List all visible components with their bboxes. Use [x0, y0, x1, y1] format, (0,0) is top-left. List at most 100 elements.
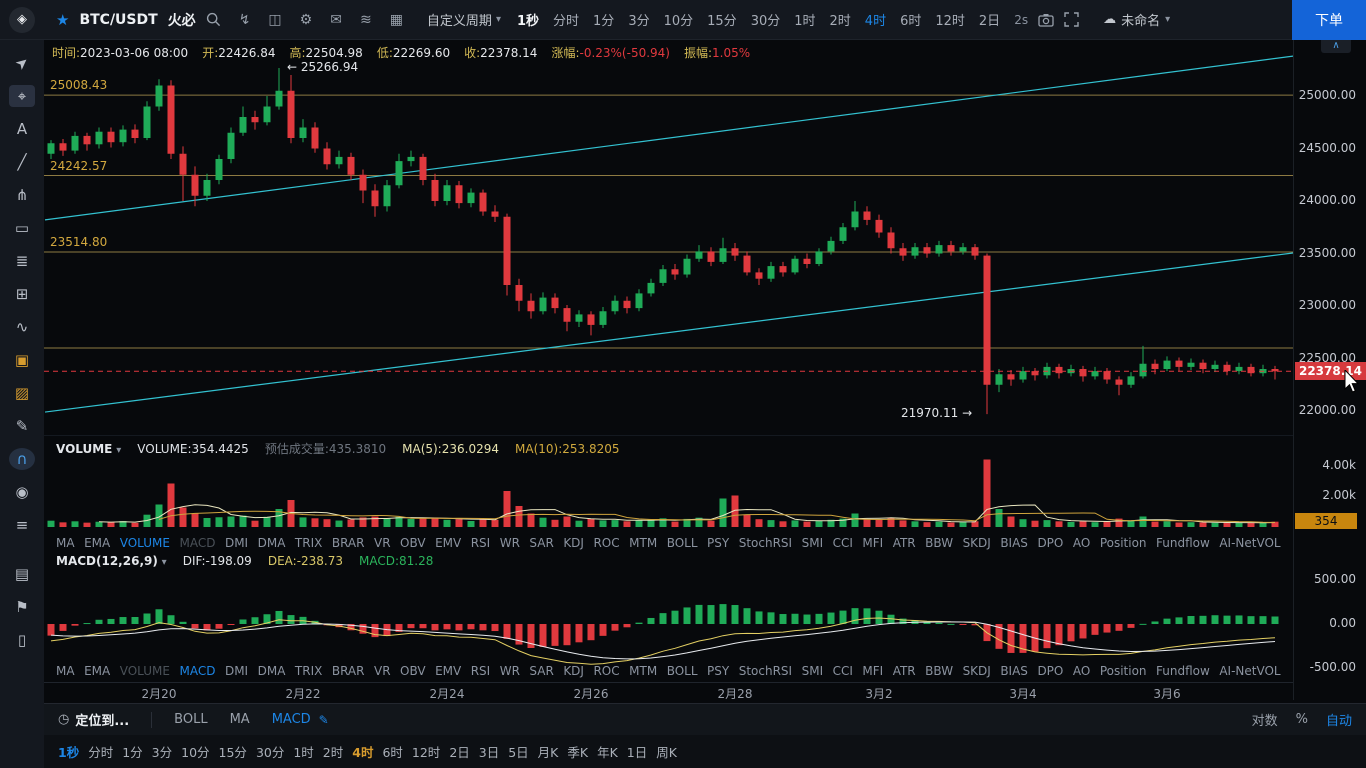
sliders-tool[interactable]: ≡ — [15, 516, 29, 534]
tab-ATR[interactable]: ATR — [892, 663, 916, 678]
tab-BRAR[interactable]: BRAR — [331, 535, 365, 550]
tab-OBV[interactable]: OBV — [400, 663, 426, 678]
wave-tool[interactable]: ∿ — [15, 318, 29, 336]
period-分时[interactable]: 分时 — [88, 745, 114, 760]
tab-MA[interactable]: MA — [56, 663, 75, 678]
tab-BRAR[interactable]: BRAR — [331, 663, 365, 678]
tab-CCI[interactable]: CCI — [832, 663, 853, 678]
period-周K[interactable]: 周K — [656, 745, 677, 760]
tab-VR[interactable]: VR — [373, 535, 391, 550]
tab-BBW[interactable]: BBW — [925, 535, 954, 550]
quick-tools-icon[interactable]: ↯ — [238, 11, 251, 28]
timeframe-1时[interactable]: 1时 — [794, 14, 816, 29]
tab-SAR[interactable]: SAR — [529, 663, 554, 678]
timeframe-4时[interactable]: 4时 — [864, 14, 887, 29]
timeframe-3分[interactable]: 3分 — [628, 14, 650, 29]
period-15分[interactable]: 15分 — [218, 745, 247, 760]
tab-Fundflow[interactable]: Fundflow — [1156, 535, 1210, 550]
tab-DMI[interactable]: DMI — [224, 535, 249, 550]
tab-BIAS[interactable]: BIAS — [1000, 535, 1028, 550]
tab-PSY[interactable]: PSY — [707, 663, 730, 678]
tab-Fundflow[interactable]: Fundflow — [1156, 663, 1210, 678]
tab-EMA[interactable]: EMA — [84, 535, 111, 550]
custom-period-dropdown[interactable]: 自定义周期 ▾ — [427, 10, 501, 29]
tab-MA[interactable]: MA — [56, 535, 75, 550]
date-axis[interactable]: 2月20 2月22 2月24 2月26 2月28 3月2 3月4 3月6 — [44, 682, 1293, 701]
tab-ROC[interactable]: ROC — [593, 663, 620, 678]
period-6时[interactable]: 6时 — [382, 745, 403, 760]
tab-EMV[interactable]: EMV — [435, 663, 462, 678]
tab-TRIX[interactable]: TRIX — [294, 663, 323, 678]
parallel-lines-tool[interactable]: ≣ — [15, 252, 29, 270]
tab-TRIX[interactable]: TRIX — [294, 535, 323, 550]
timeframe-1分[interactable]: 1分 — [593, 14, 615, 29]
tab-PSY[interactable]: PSY — [707, 535, 730, 550]
tab-AI-NetVOL[interactable]: AI-NetVOL — [1219, 663, 1281, 678]
tab-SMI[interactable]: SMI — [801, 535, 824, 550]
tab-BBW[interactable]: BBW — [925, 663, 954, 678]
indicator-macd-button[interactable]: MACD — [271, 712, 311, 727]
tab-OBV[interactable]: OBV — [400, 535, 426, 550]
period-1时[interactable]: 1时 — [293, 745, 314, 760]
tab-AI-NetVOL[interactable]: AI-NetVOL — [1219, 535, 1281, 550]
tab-WR[interactable]: WR — [499, 535, 520, 550]
timeframe-2日[interactable]: 2日 — [978, 14, 1001, 29]
tab-WR[interactable]: WR — [499, 663, 520, 678]
rectangle-tool[interactable]: ▭ — [14, 219, 30, 237]
timeframe-1秒[interactable]: 1秒 — [516, 14, 540, 29]
tab-StochRSI[interactable]: StochRSI — [738, 535, 793, 550]
tab-MACD[interactable]: MACD — [179, 663, 216, 678]
period-2日[interactable]: 2日 — [449, 745, 470, 760]
period-30分[interactable]: 30分 — [255, 745, 285, 760]
tab-AO[interactable]: AO — [1072, 663, 1091, 678]
tab-MFI[interactable]: MFI — [862, 535, 884, 550]
macd-chart[interactable] — [44, 570, 1293, 670]
auto-scale-toggle[interactable]: 自动 — [1325, 714, 1352, 729]
timeframe-12时[interactable]: 12时 — [935, 14, 965, 29]
period-10分[interactable]: 10分 — [181, 745, 210, 760]
macd-indicator-dropdown[interactable]: MACD(12,26,9) — [56, 554, 158, 568]
period-12时[interactable]: 12时 — [411, 745, 441, 760]
tab-VOLUME[interactable]: VOLUME — [119, 535, 170, 550]
indicator-boll-button[interactable]: BOLL — [174, 712, 208, 727]
tab-DMI[interactable]: DMI — [224, 663, 249, 678]
period-1分[interactable]: 1分 — [122, 745, 143, 760]
tab-MACD[interactable]: MACD — [179, 535, 216, 550]
text-tool[interactable]: A — [16, 120, 28, 138]
alerts-icon[interactable]: ✉ — [330, 11, 342, 28]
layout-grid-icon[interactable]: ▦ — [389, 11, 403, 28]
period-3日[interactable]: 3日 — [478, 745, 500, 760]
tab-EMA[interactable]: EMA — [84, 663, 111, 678]
tab-SAR[interactable]: SAR — [529, 535, 554, 550]
tab-MTM[interactable]: MTM — [629, 663, 658, 678]
tab-RSI[interactable]: RSI — [470, 663, 491, 678]
tab-SMI[interactable]: SMI — [801, 663, 824, 678]
tab-Position[interactable]: Position — [1099, 535, 1147, 550]
sticker-tool[interactable]: ▣ — [14, 351, 30, 369]
layout-dropdown[interactable]: ☁ 未命名 ▾ — [1103, 10, 1170, 29]
edit-indicator-icon[interactable]: ✎ — [318, 712, 329, 727]
period-4时[interactable]: 4时 — [352, 745, 374, 760]
tab-BOLL[interactable]: BOLL — [666, 535, 698, 550]
tab-ATR[interactable]: ATR — [892, 535, 916, 550]
log-scale-toggle[interactable]: 对数 — [1251, 714, 1278, 729]
crosshair-tool[interactable]: ⌖ — [9, 85, 35, 107]
chart-settings-gear-icon[interactable]: ⚙ — [299, 11, 313, 28]
timeframe-15分[interactable]: 15分 — [707, 14, 737, 29]
notebook-tool[interactable]: ▤ — [14, 565, 30, 583]
tab-StochRSI[interactable]: StochRSI — [738, 663, 793, 678]
measure-tool[interactable]: ✎ — [15, 417, 29, 435]
lock-tool[interactable]: ◉ — [15, 483, 29, 501]
tab-VOLUME[interactable]: VOLUME — [119, 663, 170, 678]
tab-VR[interactable]: VR — [373, 663, 391, 678]
tab-BOLL[interactable]: BOLL — [666, 663, 698, 678]
period-1秒[interactable]: 1秒 — [58, 745, 80, 760]
trendline-tool[interactable]: ╱ — [17, 153, 27, 171]
tab-BIAS[interactable]: BIAS — [1000, 663, 1028, 678]
tab-DMA[interactable]: DMA — [257, 663, 286, 678]
huobi-logo[interactable]: ◈ — [0, 0, 44, 40]
volume-indicator-dropdown[interactable]: VOLUME — [56, 441, 113, 456]
tab-KDJ[interactable]: KDJ — [563, 663, 584, 678]
collapse-panel-button[interactable]: ∧ — [1321, 40, 1351, 53]
snapshot-camera-icon[interactable] — [1038, 13, 1054, 27]
